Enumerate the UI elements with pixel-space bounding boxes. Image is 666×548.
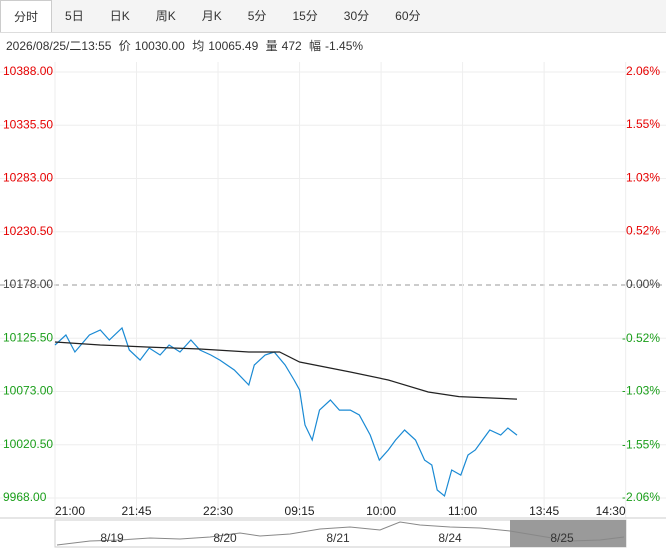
y2-tick-label: -1.55% [622, 437, 660, 451]
y2-tick-label: -0.52% [622, 331, 660, 345]
y2-tick-label: 0.00% [626, 277, 660, 291]
label: 量 [265, 39, 278, 53]
tab[interactable]: 5分 [247, 9, 267, 23]
y2-tick-label: 1.03% [626, 171, 660, 185]
navigator-label: 8/19 [100, 531, 124, 545]
y-tick-label: 9968.00 [3, 490, 47, 504]
price: 10030.00 [134, 39, 185, 53]
label: 价 [118, 39, 131, 53]
datetime: 2026/08/25/二13:55 [6, 39, 112, 53]
tab[interactable]: 日K [109, 9, 130, 23]
y2-tick-label: 1.55% [626, 117, 660, 131]
y-tick-label: 10073.00 [3, 384, 53, 398]
tab[interactable]: 15分 [292, 9, 318, 23]
navigator-line [56, 521, 625, 546]
tab[interactable]: 30分 [343, 9, 370, 23]
tab[interactable]: 5日 [65, 9, 84, 23]
avg: 10065.49 [208, 39, 259, 53]
y-tick-label: 10125.50 [3, 330, 53, 344]
y-tick-label: 10335.50 [3, 117, 53, 131]
x-tick-label: 13:45 [529, 504, 559, 518]
y-tick-label: 10230.50 [3, 224, 53, 238]
x-tick-label: 10:00 [366, 504, 396, 518]
y2-tick-label: 0.52% [626, 223, 660, 237]
navigator-label: 8/24 [438, 531, 462, 545]
x-tick-label: 22:30 [203, 504, 233, 518]
volume: 472 [281, 39, 302, 53]
tab[interactable]: 60分 [395, 9, 421, 23]
y-tick-label: 10388.00 [3, 64, 53, 78]
x-tick-label: 09:15 [285, 504, 315, 518]
y2-tick-label: -1.03% [622, 384, 660, 398]
tab[interactable]: 月K [201, 9, 222, 23]
x-tick-label: 21:45 [122, 504, 152, 518]
navigator-label: 8/25 [550, 531, 574, 545]
amplitude: -1.45% [325, 39, 364, 53]
series-line [54, 326, 518, 498]
navigator-label: 8/20 [213, 531, 237, 545]
y-tick-label: 10283.00 [3, 171, 53, 185]
x-tick-label: 11:00 [448, 504, 477, 518]
y2-tick-label: 2.06% [626, 64, 660, 78]
tab-bar: 分时 5日 日K 周K 月K 5分 15分 30分 60分 [0, 0, 666, 33]
x-tick-label: 21:00 [55, 504, 85, 518]
tab[interactable]: 分时 [0, 0, 53, 32]
y-tick-label: 10178.00 [3, 277, 53, 291]
x-tick-label: 14:30 [596, 504, 626, 518]
y2-tick-label: -2.06% [622, 490, 660, 504]
y-tick-label: 10020.50 [3, 437, 53, 451]
label: 幅 [309, 39, 322, 53]
series-line [54, 341, 518, 400]
navigator-label: 8/21 [326, 531, 350, 545]
navigator-selection [510, 520, 626, 547]
tab[interactable]: 周K [155, 9, 176, 23]
label: 均 [192, 39, 205, 53]
